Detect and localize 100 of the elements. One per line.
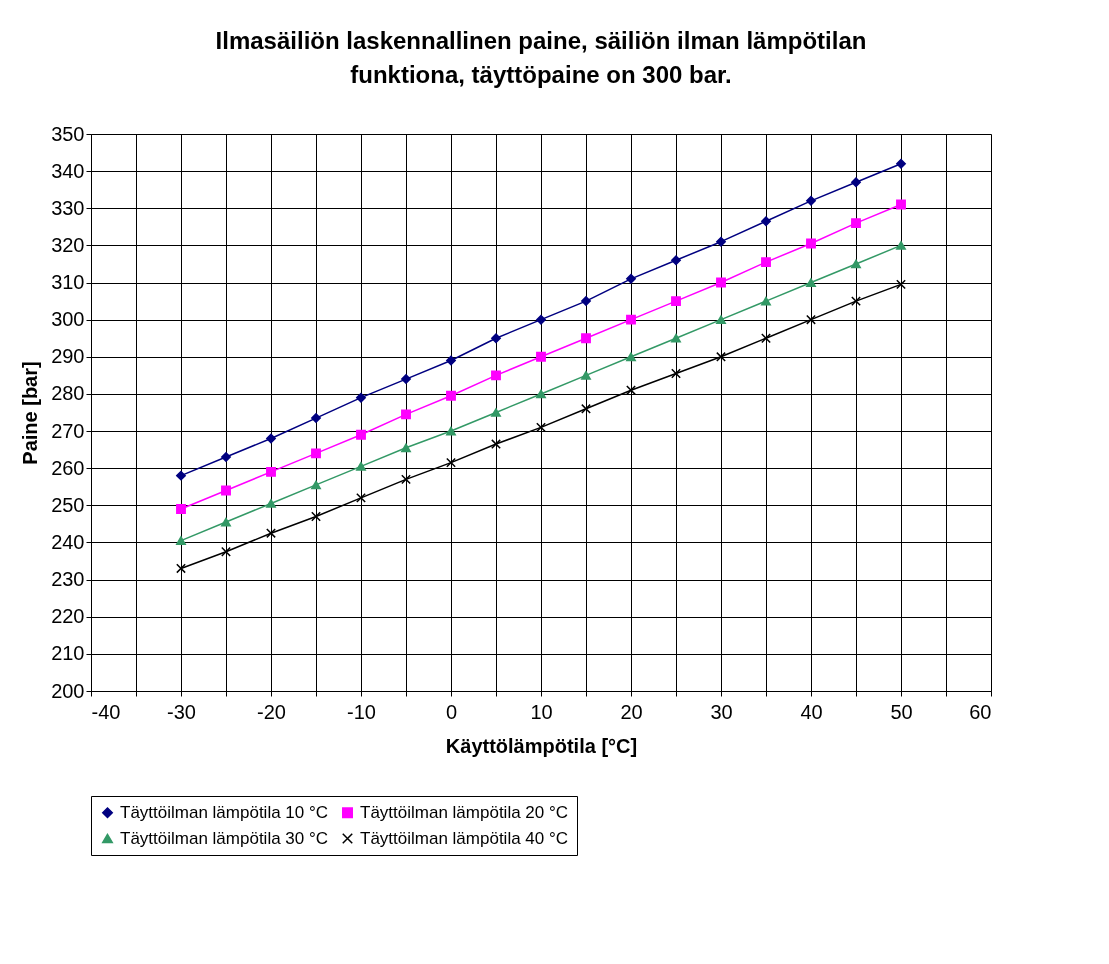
point [356,392,366,403]
point [716,236,726,247]
point [491,408,501,417]
point [446,390,456,401]
x-tick-label: -10 [347,700,376,723]
point [311,448,321,459]
y-tick-label: 210 [51,642,85,665]
point [806,195,816,206]
y-tick-label: 250 [51,493,85,516]
point [716,315,726,325]
point [671,333,681,343]
y-tick-label: 200 [51,679,85,702]
y-tick-label: 300 [51,308,85,331]
point [716,277,726,288]
legend-label: Täyttöilman lämpötila 40 °C [360,828,569,848]
point [176,504,186,514]
x-tick-label: 10 [530,700,553,723]
point [626,352,636,362]
x-tick-label: -20 [257,700,286,723]
point [581,403,591,414]
legend-label: Täyttöilman lämpötila 30 °C [120,828,329,848]
point [266,499,276,508]
point [536,389,546,399]
y-tick-label: 330 [51,196,85,219]
x-tick-label: 0 [445,700,458,723]
point [266,528,276,539]
point [356,492,366,503]
point [581,333,591,344]
x-tick-label: 40 [800,700,823,723]
y-tick-label: 310 [51,271,85,294]
x-tick-label: 50 [890,700,913,723]
point [266,433,276,444]
point [536,351,546,362]
point [176,470,186,481]
point [356,429,366,440]
point [491,370,501,381]
point [896,279,906,290]
point [221,517,231,527]
x-tick-label: 30 [710,700,733,723]
x-axis-title: Käyttölämpötila [°C] [445,734,638,757]
y-tick-label: 320 [51,233,85,256]
point [851,218,861,229]
point [176,563,186,574]
x-tick-label: -40 [91,700,121,723]
point [851,259,861,269]
point [806,278,816,287]
point [761,296,771,306]
legend-label: Täyttöilman lämpötila 10 °C [120,802,329,822]
x-tick-label: 20 [620,700,643,723]
y-tick-label: 290 [51,345,85,368]
point [716,351,726,362]
point [626,314,636,325]
point [221,485,231,496]
point [221,546,231,557]
y-tick-label: 240 [51,530,85,553]
point [311,511,321,522]
point [761,257,771,268]
y-tick-label: 340 [51,159,85,182]
point [401,374,411,385]
y-tick-label: 230 [51,568,85,591]
point [806,314,816,325]
point [491,439,501,449]
point [311,480,321,490]
point [176,536,186,545]
point [896,158,906,169]
y-tick-label: 280 [51,382,85,405]
point [356,461,366,471]
y-tick-label: 350 [51,122,85,145]
point [536,314,546,325]
point [671,368,681,379]
point [401,409,411,420]
point [851,296,861,307]
point [446,355,456,366]
point [671,296,681,307]
point [401,474,411,485]
y-tick-label: 270 [51,419,85,442]
point [581,370,591,380]
point [896,199,906,210]
point [671,255,681,266]
point [761,216,771,227]
point [581,296,591,307]
point [491,333,501,344]
point [446,426,456,436]
x-tick-label: -30 [167,700,196,723]
y-tick-label: 260 [51,456,85,479]
point [806,238,816,249]
point [896,241,906,250]
point [626,273,636,284]
y-axis-title: Paine [bar] [19,361,42,465]
point [851,177,861,188]
point [401,443,411,453]
point [311,413,321,423]
x-tick-label: 60 [969,700,992,723]
point [221,452,231,462]
legend-label: Täyttöilman lämpötila 20 °C [360,802,569,822]
point [446,457,456,468]
chart-title: Ilmasäiliön laskennallinen paine, säiliön ilman lämpötilan funktiona, täyttöpaine on 300 bar. [215,27,867,88]
point [266,466,276,477]
point [761,333,771,344]
y-tick-label: 220 [51,605,85,628]
